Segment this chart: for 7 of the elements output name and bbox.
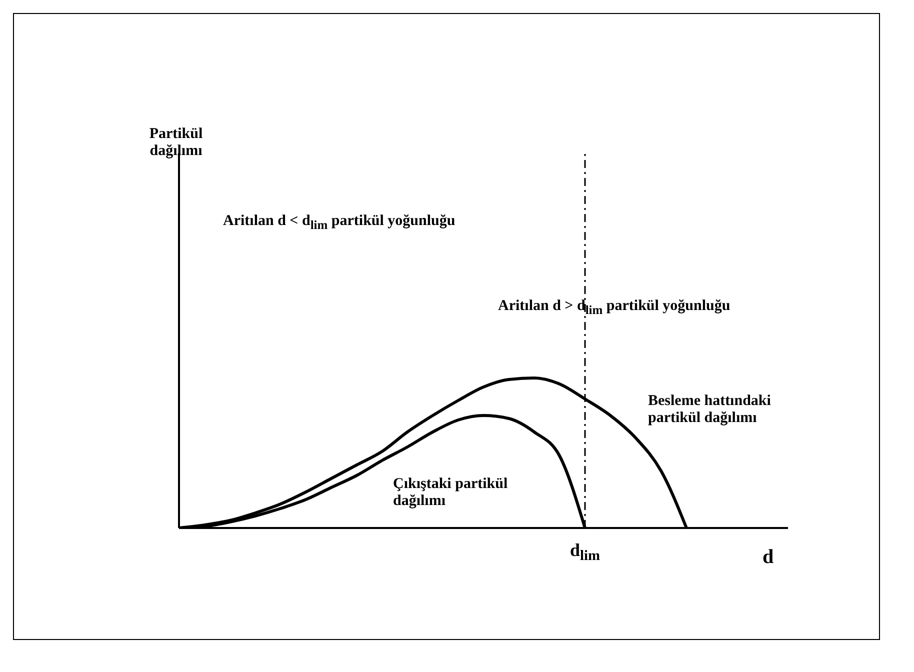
text: Aritılan d < d$_{lim}$ partikül yoğunluğu (223, 213, 456, 233)
text: d$_{lim}$ (570, 540, 600, 564)
series-label: Besleme hattındaki partikül dağılımı (648, 393, 772, 427)
x-axis-title: d (762, 546, 774, 568)
series-label: Çıkıştaki partikül dağılımı (393, 476, 509, 510)
text: Partikül dağılımı (148, 126, 204, 160)
text: Aritılan d > d$_{lim}$ partikül yoğunluğu (498, 298, 730, 318)
